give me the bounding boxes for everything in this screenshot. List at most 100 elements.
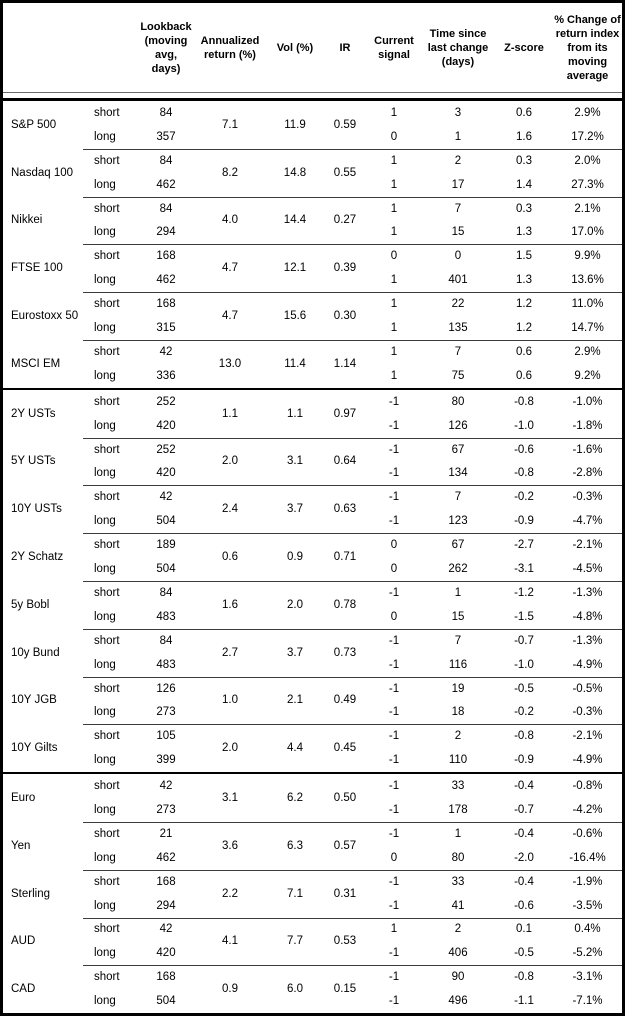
- pct-change-value: 9.2%: [574, 369, 601, 382]
- ir-value: 0.57: [333, 839, 357, 852]
- leg-label-long: long: [94, 947, 116, 960]
- ir-value: 0.63: [333, 503, 357, 516]
- days-since-change-value: 126: [448, 419, 468, 432]
- pct-change-value: 17.0%: [571, 226, 604, 239]
- pct-change-value: 27.3%: [571, 178, 604, 191]
- vol-value: 7.7: [287, 935, 303, 948]
- ir-value: 0.39: [333, 262, 357, 275]
- days-since-change-value: 135: [448, 322, 468, 335]
- pct-change-value: -2.1%: [572, 730, 603, 743]
- instrument-block: 2Y Schatz short 189 0 67 -2.7 -2.1% 0.6 …: [3, 533, 622, 581]
- instrument-name: 5Y USTs: [11, 455, 56, 468]
- instrument-name: Sterling: [11, 887, 50, 900]
- days-since-change-value: 1: [454, 827, 462, 840]
- leg-label-short: short: [94, 780, 120, 793]
- ir-value: 0.30: [333, 310, 357, 323]
- zscore-value: -1.5: [514, 610, 534, 623]
- annualized-return-value: 2.0: [222, 742, 238, 755]
- leg-label-long: long: [94, 610, 116, 623]
- leg-label-long: long: [94, 995, 116, 1008]
- pct-change-value: -1.3%: [572, 586, 603, 599]
- zscore-value: -2.0: [514, 851, 534, 864]
- pct-change-value: 17.2%: [571, 130, 604, 143]
- instrument-block: Nasdaq 100 short 84 1 2 0.3 2.0% 8.2 14.…: [3, 148, 622, 197]
- lookback-value: 126: [156, 682, 176, 695]
- leg-label-long: long: [94, 274, 116, 287]
- zscore-value: -0.8: [514, 730, 534, 743]
- lookback-value: 399: [156, 754, 176, 767]
- pct-change-value: -16.4%: [569, 851, 606, 864]
- pct-change-value: 2.9%: [574, 345, 601, 358]
- zscore-value: -0.4: [514, 780, 534, 793]
- leg-label-short: short: [94, 491, 120, 504]
- days-since-change-value: 1: [454, 586, 462, 599]
- instrument-name: 2Y Schatz: [11, 551, 64, 564]
- leg-label-long: long: [94, 706, 116, 719]
- annualized-return-value: 2.2: [222, 887, 238, 900]
- leg-label-long: long: [94, 563, 116, 576]
- instrument-name: Nasdaq 100: [11, 166, 74, 179]
- instrument-block: 10y Bund short 84 -1 7 -0.7 -1.3% 2.7 3.…: [3, 628, 622, 677]
- vol-value: 2.0: [287, 598, 303, 611]
- zscore-value: 1.2: [516, 322, 532, 335]
- instrument-name: 10Y USTs: [11, 503, 62, 516]
- zscore-value: 1.2: [516, 298, 532, 311]
- zscore-value: 1.3: [516, 274, 532, 287]
- instrument-name: 10Y JGB: [11, 694, 57, 707]
- lookback-value: 315: [156, 322, 176, 335]
- pct-change-value: -3.5%: [572, 899, 603, 912]
- header-instrument: [3, 3, 83, 92]
- annualized-return-value: 2.7: [222, 646, 238, 659]
- current-signal-value: -1: [388, 586, 400, 599]
- days-since-change-value: 262: [448, 563, 468, 576]
- pct-change-value: -3.1%: [572, 971, 603, 984]
- zscore-value: -0.6: [514, 899, 534, 912]
- current-signal-value: 1: [390, 369, 398, 382]
- annualized-return-value: 2.0: [222, 455, 238, 468]
- zscore-value: 0.6: [516, 106, 532, 119]
- instrument-name: 5y Bobl: [11, 598, 50, 611]
- days-since-change-value: 401: [448, 274, 468, 287]
- zscore-value: 1.4: [516, 178, 532, 191]
- instrument-block: Euro short 42 -1 33 -0.4 -0.8% 3.1 6.2 0…: [3, 774, 622, 822]
- annualized-return-value: 0.6: [222, 551, 238, 564]
- current-signal-value: -1: [388, 419, 400, 432]
- lookback-value: 504: [156, 995, 176, 1008]
- lookback-value: 504: [156, 563, 176, 576]
- vol-value: 3.7: [287, 503, 303, 516]
- vol-value: 2.1: [287, 694, 303, 707]
- pct-change-value: -2.1%: [572, 539, 603, 552]
- current-signal-value: -1: [388, 780, 400, 793]
- days-since-change-value: 80: [451, 851, 465, 864]
- days-since-change-value: 178: [448, 804, 468, 816]
- instrument-block: FTSE 100 short 168 0 0 1.5 9.9% 4.7 12.1…: [3, 244, 622, 292]
- vol-value: 14.8: [283, 166, 307, 179]
- instrument-block: 5Y USTs short 252 -1 67 -0.6 -1.6% 2.0 3…: [3, 437, 622, 486]
- zscore-value: -0.6: [514, 443, 534, 456]
- days-since-change-value: 2: [454, 730, 462, 743]
- days-since-change-value: 7: [454, 202, 462, 215]
- lookback-value: 357: [156, 130, 176, 143]
- ir-value: 0.78: [333, 598, 357, 611]
- instrument-block: AUD short 42 1 2 0.1 0.4% 4.1 7.7 0.53 l…: [3, 917, 622, 966]
- lookback-value: 462: [156, 274, 176, 287]
- vol-value: 3.7: [287, 646, 303, 659]
- current-signal-value: -1: [388, 467, 400, 480]
- lookback-value: 168: [156, 298, 176, 311]
- instrument-name: 2Y USTs: [11, 407, 56, 420]
- zscore-value: 1.3: [516, 226, 532, 239]
- pct-change-value: -0.8%: [572, 780, 603, 793]
- instrument-block: 10Y JGB short 126 -1 19 -0.5 -0.5% 1.0 2…: [3, 676, 622, 725]
- lookback-value: 294: [156, 899, 176, 912]
- days-since-change-value: 80: [451, 395, 465, 408]
- leg-label-short: short: [94, 971, 120, 984]
- table-body: S&P 500 short 84 1 3 0.6 2.9% 7.1 11.9 0…: [3, 101, 622, 1013]
- vol-value: 11.9: [284, 118, 306, 131]
- current-signal-value: -1: [388, 804, 400, 816]
- section-1: S&P 500 short 84 1 3 0.6 2.9% 7.1 11.9 0…: [3, 101, 622, 388]
- pct-change-value: -0.5%: [572, 682, 603, 695]
- pct-change-value: -1.8%: [572, 419, 603, 432]
- instrument-name: Nikkei: [11, 214, 43, 227]
- ir-value: 0.50: [333, 792, 357, 805]
